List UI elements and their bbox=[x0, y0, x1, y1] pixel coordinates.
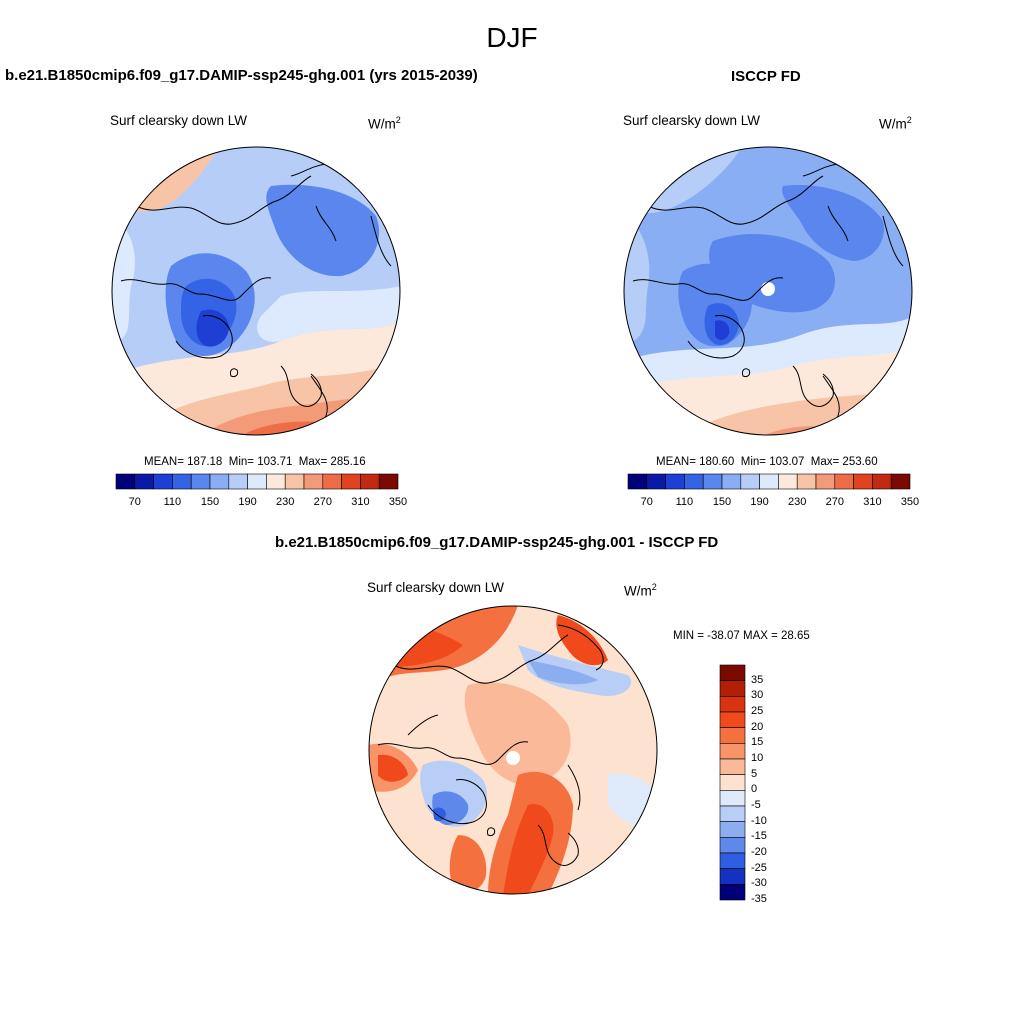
colorbar-swatch bbox=[719, 664, 746, 681]
panel-2-title: ISCCP FD bbox=[731, 68, 801, 85]
colorbar-swatch bbox=[719, 821, 746, 838]
colorbar-swatch bbox=[284, 473, 305, 490]
panel-1-stats: MEAN= 187.18 Min= 103.71 Max= 285.16 bbox=[144, 456, 366, 468]
colorbar-swatch bbox=[719, 805, 746, 822]
colorbar-swatch bbox=[702, 473, 723, 490]
colorbar-swatch bbox=[719, 758, 746, 775]
panel-3-variable-label: Surf clearsky down LW bbox=[367, 580, 505, 595]
colorbar-swatch bbox=[853, 473, 873, 490]
colorbar-swatch bbox=[796, 473, 817, 490]
colorbar-swatch bbox=[115, 473, 136, 490]
colorbar-tick-label: 230 bbox=[276, 496, 295, 508]
colorbar-tick-label: -35 bbox=[751, 893, 767, 905]
panel-1-variable-label: Surf clearsky down LW bbox=[110, 113, 248, 128]
map-1-polar-plot bbox=[111, 146, 401, 436]
colorbar-tick-label: -5 bbox=[751, 799, 761, 811]
colorbar-tick-label: 310 bbox=[351, 496, 370, 508]
panel-2-stats: MEAN= 180.60 Min= 103.07 Max= 253.60 bbox=[656, 456, 878, 468]
panel-2-colorbar-ticks: 70 110 150 190 230 270 310 350 bbox=[628, 496, 920, 510]
colorbar-tick-label: 350 bbox=[388, 496, 408, 508]
colorbar-swatch bbox=[719, 680, 746, 697]
colorbar-tick-label: 30 bbox=[751, 689, 764, 702]
colorbar-swatch bbox=[872, 473, 892, 490]
colorbar-swatch bbox=[719, 727, 746, 744]
colorbar-swatch bbox=[190, 473, 211, 490]
panel-1-colorbar bbox=[115, 473, 399, 490]
colorbar-tick-label: -15 bbox=[751, 830, 767, 843]
colorbar-tick-label: 70 bbox=[640, 496, 653, 508]
panel-3-unit-label: W/m2 bbox=[624, 582, 657, 599]
colorbar-swatch bbox=[646, 473, 666, 490]
map-3-difference-polar-plot bbox=[368, 605, 658, 895]
colorbar-tick-label: 190 bbox=[750, 496, 769, 508]
colorbar-swatch bbox=[627, 473, 648, 490]
colorbar-swatch bbox=[719, 790, 746, 807]
colorbar-swatch bbox=[719, 696, 746, 713]
colorbar-swatch bbox=[360, 473, 380, 490]
colorbar-swatch bbox=[740, 473, 760, 490]
colorbar-tick-label: 35 bbox=[751, 673, 764, 686]
colorbar-swatch bbox=[721, 473, 742, 490]
colorbar-tick-label: 270 bbox=[825, 496, 844, 508]
colorbar-swatch bbox=[665, 473, 685, 490]
colorbar-swatch bbox=[719, 852, 746, 869]
colorbar-tick-label: -10 bbox=[751, 814, 767, 827]
colorbar-tick-label: 20 bbox=[751, 720, 764, 733]
colorbar-swatch bbox=[209, 473, 230, 490]
colorbar-swatch bbox=[684, 473, 704, 490]
panel-3-title: b.e21.B1850cmip6.f09_g17.DAMIP-ssp245-gh… bbox=[275, 534, 719, 551]
colorbar-tick-label: 350 bbox=[900, 496, 920, 508]
colorbar-tick-label: 190 bbox=[238, 496, 257, 508]
colorbar-tick-label: 230 bbox=[788, 496, 807, 508]
panel-3-colorbar-ticks: 35 30 25 20 15 10 5 0 -5 -10 -15 -20 -25 -30 -35 bbox=[751, 665, 791, 905]
colorbar-swatch bbox=[719, 837, 746, 854]
colorbar-swatch bbox=[719, 884, 746, 901]
colorbar-swatch bbox=[172, 473, 192, 490]
colorbar-swatch bbox=[719, 743, 746, 760]
map-2-polar-plot bbox=[623, 146, 913, 436]
panel-3-colorbar bbox=[719, 664, 746, 901]
colorbar-swatch bbox=[266, 473, 286, 490]
colorbar-swatch bbox=[719, 711, 746, 728]
colorbar-tick-label: 70 bbox=[128, 496, 141, 508]
panel-3-minmax: MIN = -38.07 MAX = 28.65 bbox=[673, 630, 810, 642]
colorbar-tick-label: 5 bbox=[751, 767, 758, 780]
colorbar-tick-label: 0 bbox=[751, 783, 758, 796]
colorbar-swatch bbox=[815, 473, 836, 490]
colorbar-swatch bbox=[134, 473, 154, 490]
colorbar-tick-label: 25 bbox=[751, 705, 764, 717]
colorbar-swatch bbox=[153, 473, 173, 490]
colorbar-tick-label: 150 bbox=[712, 496, 732, 508]
colorbar-swatch bbox=[890, 473, 911, 490]
colorbar-swatch bbox=[834, 473, 854, 490]
colorbar-swatch bbox=[247, 473, 267, 490]
colorbar-tick-label: 15 bbox=[751, 736, 764, 749]
panel-2-unit-label: W/m2 bbox=[879, 115, 912, 132]
colorbar-swatch bbox=[759, 473, 779, 490]
colorbar-swatch bbox=[322, 473, 342, 490]
panel-1-colorbar-ticks: 70 110 150 190 230 270 310 350 bbox=[116, 496, 408, 510]
colorbar-tick-label: 270 bbox=[313, 496, 332, 508]
colorbar-swatch bbox=[719, 868, 746, 885]
panel-2-variable-label: Surf clearsky down LW bbox=[623, 113, 761, 128]
panel-1-unit-label: W/m2 bbox=[368, 115, 401, 132]
colorbar-tick-label: -20 bbox=[751, 846, 767, 858]
colorbar-swatch bbox=[378, 473, 399, 490]
figure-title: DJF bbox=[486, 22, 538, 53]
panel-1-title: b.e21.B1850cmip6.f09_g17.DAMIP-ssp245-gh… bbox=[5, 67, 478, 84]
panel-2-colorbar bbox=[627, 473, 911, 490]
colorbar-tick-label: 10 bbox=[751, 752, 764, 764]
colorbar-tick-label: 310 bbox=[863, 496, 882, 508]
colorbar-tick-label: -30 bbox=[751, 877, 767, 890]
colorbar-tick-label: -25 bbox=[751, 861, 767, 874]
colorbar-tick-label: 150 bbox=[200, 496, 220, 508]
colorbar-swatch bbox=[778, 473, 798, 490]
colorbar-tick-label: 110 bbox=[163, 496, 182, 508]
colorbar-swatch bbox=[341, 473, 361, 490]
colorbar-swatch bbox=[228, 473, 248, 490]
colorbar-tick-label: 110 bbox=[675, 496, 694, 508]
colorbar-swatch bbox=[719, 774, 746, 791]
colorbar-swatch bbox=[303, 473, 324, 490]
